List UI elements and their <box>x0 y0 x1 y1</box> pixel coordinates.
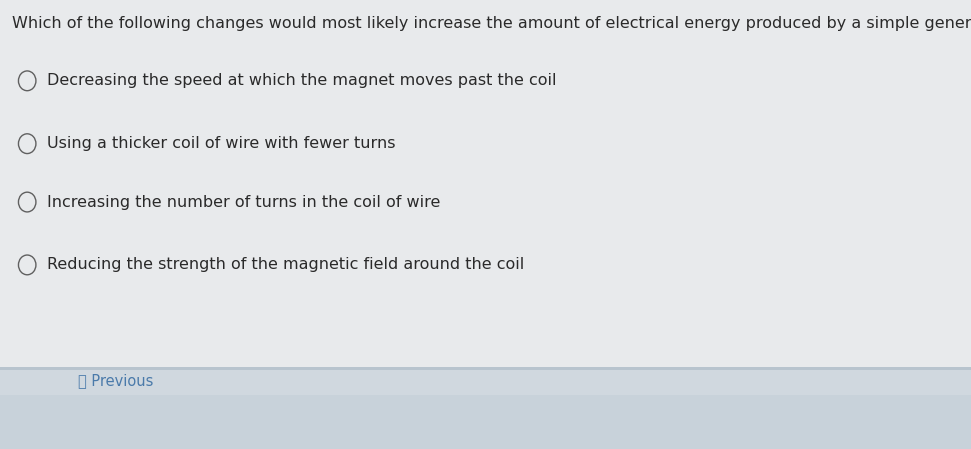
Text: Increasing the number of turns in the coil of wire: Increasing the number of turns in the co… <box>47 194 440 210</box>
Text: Using a thicker coil of wire with fewer turns: Using a thicker coil of wire with fewer … <box>47 136 395 151</box>
Bar <box>0 395 971 449</box>
Text: Decreasing the speed at which the magnet moves past the coil: Decreasing the speed at which the magnet… <box>47 73 556 88</box>
Bar <box>0 370 971 449</box>
Bar <box>0 367 971 370</box>
Text: 〈 Previous: 〈 Previous <box>78 373 153 388</box>
Text: Which of the following changes would most likely increase the amount of electric: Which of the following changes would mos… <box>12 16 971 31</box>
Text: Reducing the strength of the magnetic field around the coil: Reducing the strength of the magnetic fi… <box>47 257 524 273</box>
